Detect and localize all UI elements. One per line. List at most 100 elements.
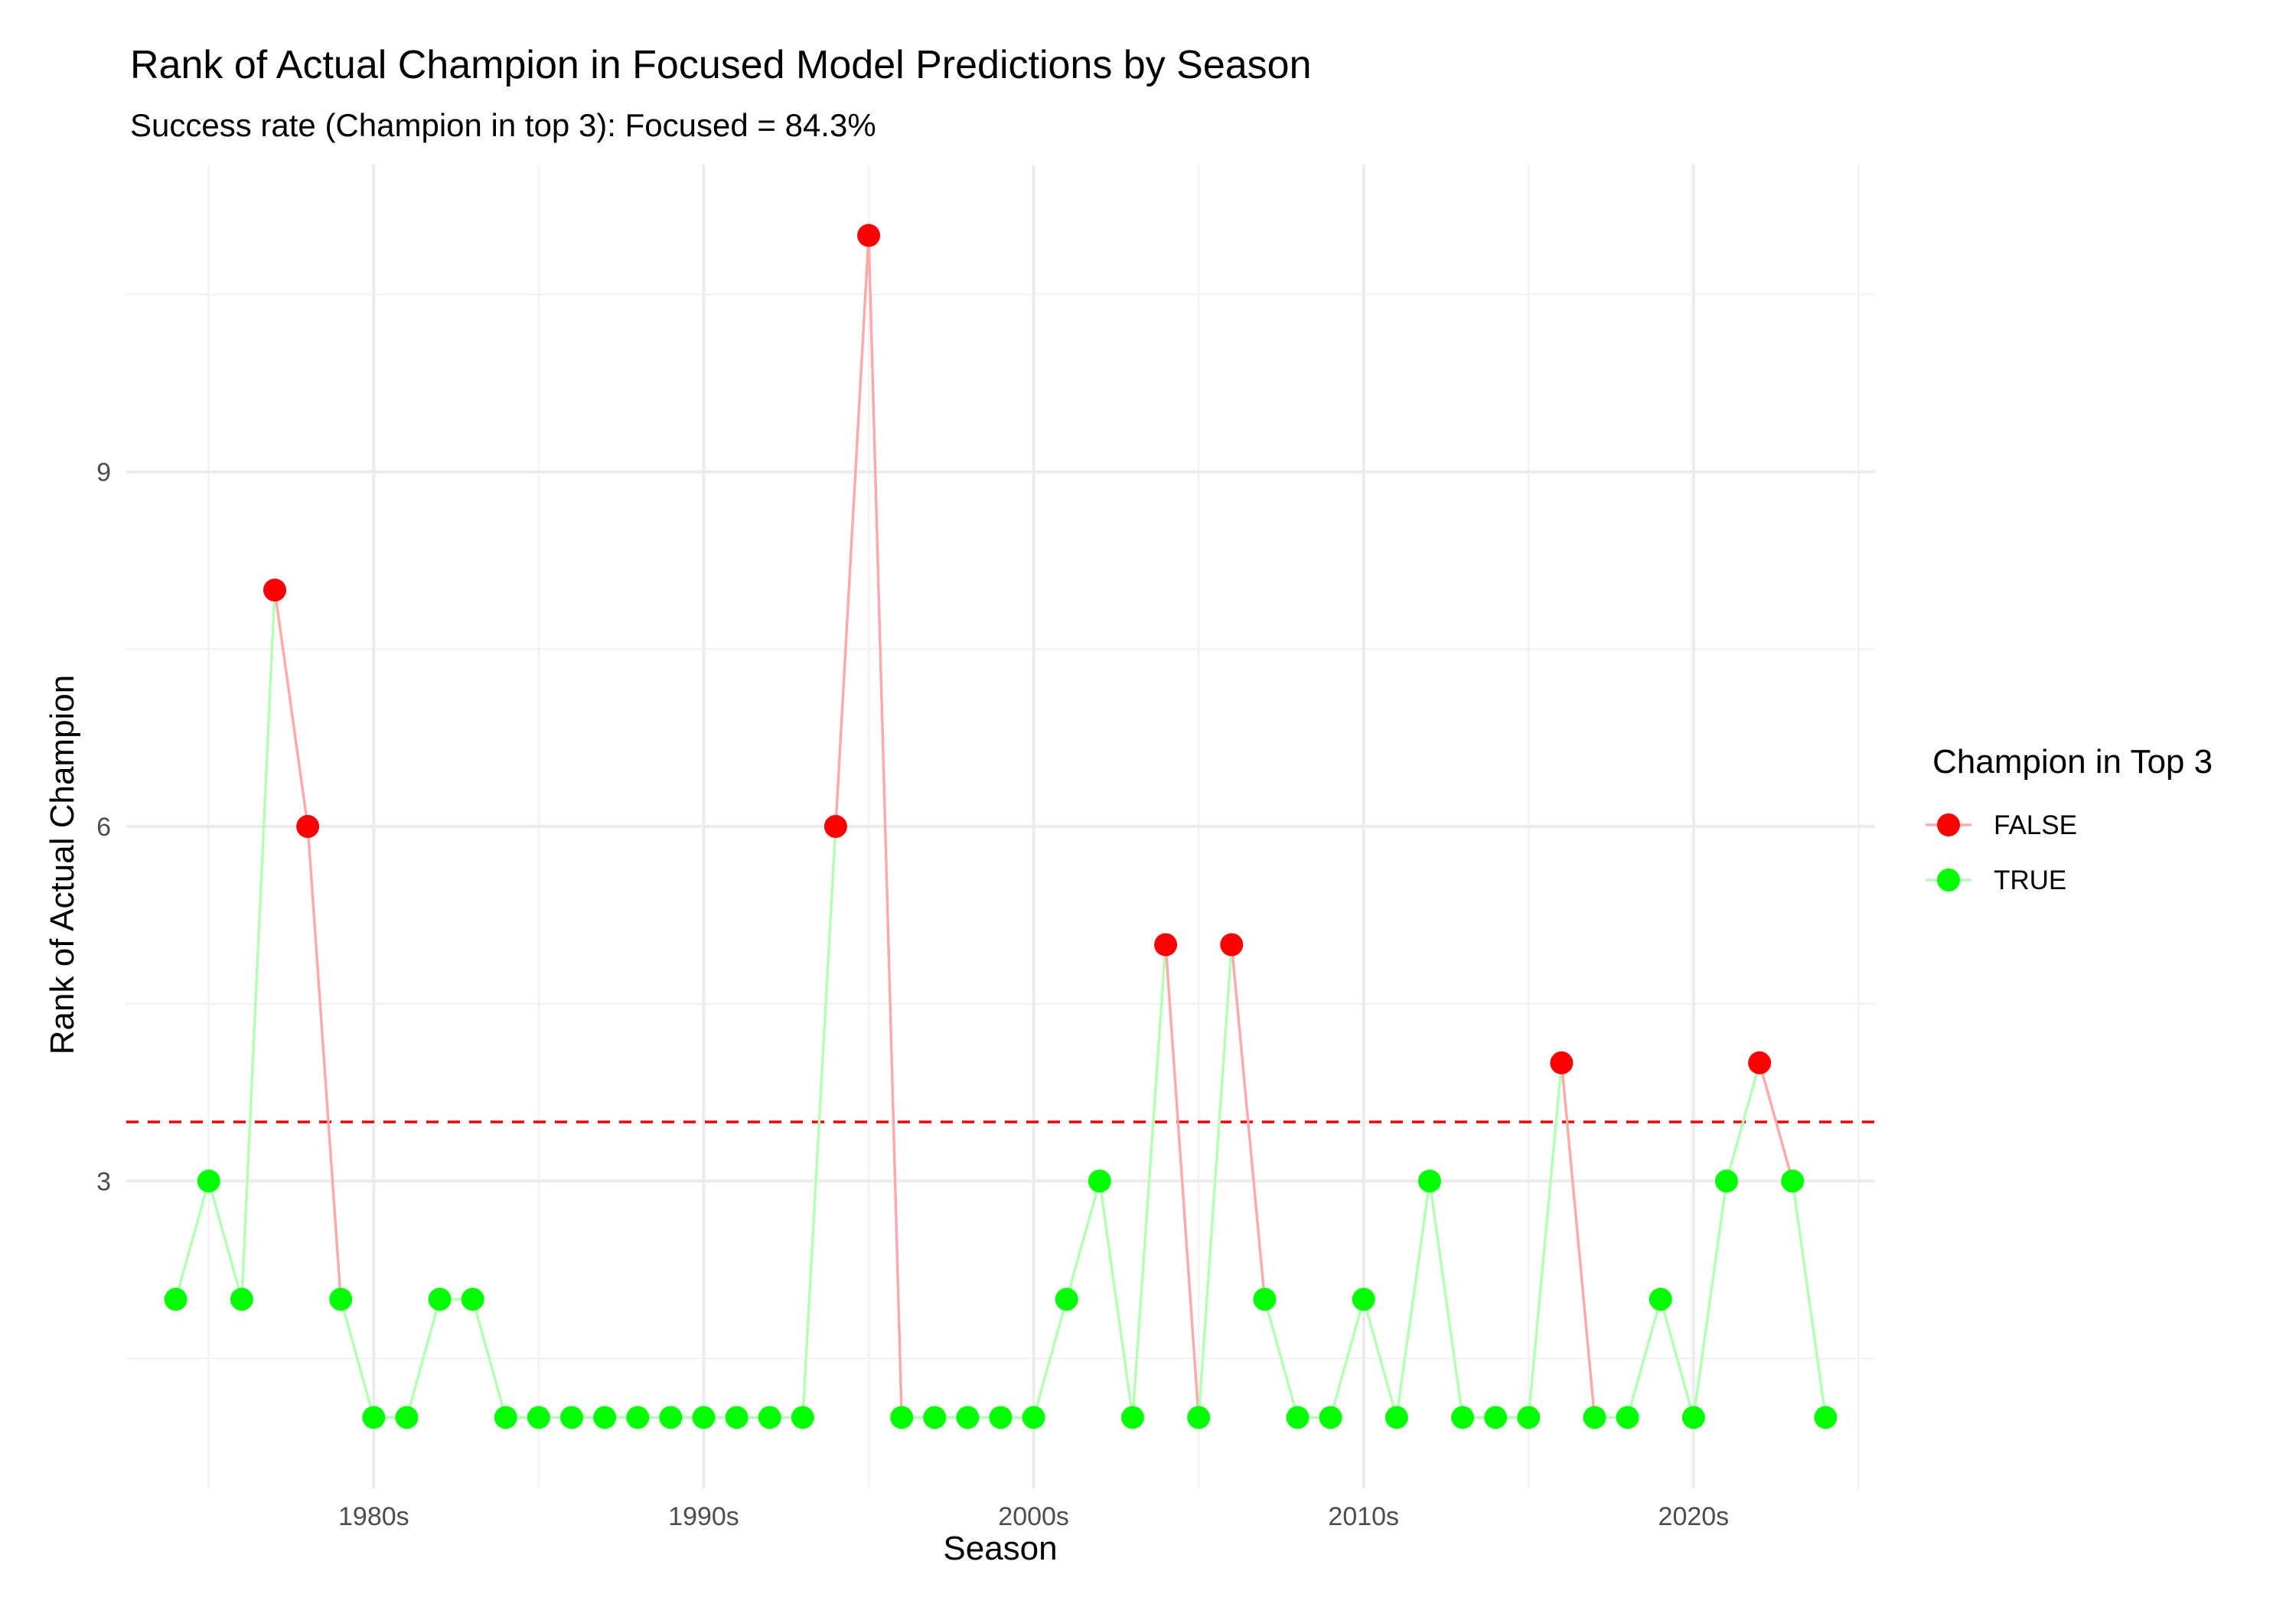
grid [126,165,1875,1488]
x-axis-ticks: 1980s 1990s 2000s 2010s 2020s [338,1502,1729,1531]
series-segment [1032,1299,1068,1418]
point-true [626,1406,650,1429]
legend: Champion in Top 3 FALSE TRUE [1926,743,2213,895]
x-tick-label: 1980s [338,1502,409,1531]
legend-label: TRUE [1994,865,2066,895]
point-true [1187,1406,1211,1429]
series-segment [1131,944,1167,1418]
point-true [164,1287,188,1311]
point-false [1748,1051,1772,1074]
x-axis-label: Season [943,1530,1057,1567]
point-true [758,1406,781,1429]
legend-label: FALSE [1994,810,2077,840]
point-true [494,1406,517,1429]
series-segment [1560,1062,1596,1418]
point-true [197,1169,220,1193]
point-true [725,1406,748,1429]
data-points [164,223,1838,1429]
point-true [1253,1287,1277,1311]
legend-key-point [1937,869,1960,892]
legend-key-point [1937,813,1960,836]
series-segment [834,235,870,827]
point-true [461,1287,484,1311]
point-false [1154,933,1178,957]
point-true [1352,1287,1375,1311]
point-true [923,1406,947,1429]
series-segment [1362,1299,1398,1418]
series-segment [1098,1181,1134,1418]
series-segment [405,1299,442,1418]
series-segment [471,1299,507,1418]
y-axis-ticks: 3 6 9 [96,458,111,1197]
series-segment [306,826,342,1299]
point-true [1814,1406,1838,1429]
point-true [1120,1406,1144,1429]
series-segment [1758,1062,1794,1182]
point-true [1319,1406,1342,1429]
point-true [1649,1287,1672,1311]
point-false [823,815,847,838]
point-true [692,1406,716,1429]
point-true [659,1406,683,1429]
point-false [1220,933,1244,957]
series-segment [1527,1062,1564,1418]
y-tick-label: 3 [96,1167,111,1196]
point-true [1417,1169,1441,1193]
series-lines [174,235,1828,1420]
y-tick-label: 9 [96,458,111,487]
point-true [1616,1406,1639,1429]
point-true [1451,1406,1475,1429]
point-false [857,223,881,247]
legend-entry-false: FALSE [1926,810,2077,840]
series-segment [867,235,903,1418]
point-true [230,1287,253,1311]
point-true [1517,1406,1541,1429]
legend-title: Champion in Top 3 [1932,743,2213,781]
series-segment [1659,1299,1695,1418]
x-tick-label: 1990s [668,1502,739,1531]
point-true [395,1406,419,1429]
series-segment [273,589,309,827]
series-segment [1197,944,1234,1418]
series-segment [1791,1181,1828,1418]
series-segment [1626,1299,1662,1418]
series-segment [1263,1299,1300,1418]
point-true [1484,1406,1508,1429]
point-true [1384,1406,1408,1429]
series-segment [1725,1062,1761,1182]
point-true [527,1406,550,1429]
point-true [593,1406,617,1429]
point-true [1286,1406,1309,1429]
series-segment [1164,944,1200,1418]
point-true [1022,1406,1045,1429]
series-segment [174,1180,210,1300]
x-tick-label: 2000s [998,1502,1069,1531]
y-tick-label: 6 [96,813,111,842]
chart-title: Rank of Actual Champion in Focused Model… [130,43,1312,87]
point-true [1055,1287,1078,1311]
point-false [296,815,320,838]
series-segment [1428,1181,1464,1418]
point-true [362,1406,386,1429]
series-segment [1395,1181,1431,1418]
series-segment [1230,944,1267,1300]
series-segment [339,1299,376,1418]
point-true [1714,1169,1738,1193]
point-true [956,1406,980,1429]
series-segment [801,826,837,1418]
legend-entry-true: TRUE [1926,865,2066,895]
point-false [1550,1051,1574,1074]
x-tick-label: 2020s [1658,1502,1730,1531]
point-true [329,1287,353,1311]
point-true [890,1406,914,1429]
series-segment [1065,1180,1101,1300]
chart-subtitle: Success rate (Champion in top 3): Focuse… [130,107,876,143]
point-true [1583,1406,1606,1429]
x-tick-label: 2010s [1328,1502,1399,1531]
point-true [1681,1406,1705,1429]
point-true [791,1406,814,1429]
series-segment [1329,1299,1365,1418]
point-true [428,1287,452,1311]
point-true [560,1406,584,1429]
